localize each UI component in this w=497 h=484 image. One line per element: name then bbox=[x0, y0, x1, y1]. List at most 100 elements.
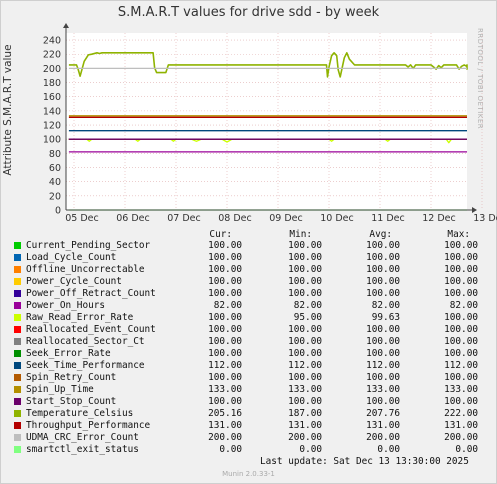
legend-avg-value: 100.00 bbox=[366, 264, 400, 275]
legend-min-value: 100.00 bbox=[288, 252, 322, 263]
y-tick-label: 180 bbox=[43, 78, 61, 89]
legend-row: Start_Stop_Count 100.00 100.00 100.00 100.00 bbox=[0, 396, 497, 408]
legend-cur-value: 100.00 bbox=[208, 396, 242, 407]
legend-swatch bbox=[14, 254, 21, 261]
legend-swatch bbox=[14, 374, 21, 381]
legend-max-value: 133.00 bbox=[444, 384, 478, 395]
legend-avg-value: 100.00 bbox=[366, 348, 400, 359]
legend-min-value: 100.00 bbox=[288, 276, 322, 287]
legend-row: Current_Pending_Sector 100.00 100.00 100.00… bbox=[0, 240, 497, 252]
legend-avg-value: 100.00 bbox=[366, 396, 400, 407]
y-axis-arrow bbox=[63, 23, 69, 28]
legend-swatch bbox=[14, 290, 21, 297]
graph-title: S.M.A.R.T values for drive sdd - by week bbox=[117, 5, 380, 20]
legend-row: Power_Cycle_Count 100.00 100.00 100.00 100.0… bbox=[0, 276, 497, 288]
legend-cur-value: 100.00 bbox=[208, 288, 242, 299]
legend-label: Seek_Error_Rate bbox=[26, 348, 111, 359]
y-tick-label: 40 bbox=[49, 177, 61, 188]
legend-avg-value: 100.00 bbox=[366, 240, 400, 251]
legend-cur-value: 200.00 bbox=[208, 432, 242, 443]
x-tick-label: 09 Dec bbox=[269, 213, 303, 224]
x-tick-label: 05 Dec bbox=[65, 213, 99, 224]
legend-label: UDMA_CRC_Error_Count bbox=[26, 432, 139, 443]
legend-row: Spin_Retry_Count 100.00 100.00 100.00 100.00 bbox=[0, 372, 497, 384]
legend-cur-value: 100.00 bbox=[208, 336, 242, 347]
legend-label: Spin_Up_Time bbox=[26, 384, 94, 395]
legend-label: Reallocated_Event_Count bbox=[26, 324, 156, 335]
x-tick-label: 13 Dec bbox=[473, 213, 497, 224]
legend-label: Offline_Uncorrectable bbox=[26, 264, 145, 275]
legend-max-value: 100.00 bbox=[444, 336, 478, 347]
legend-header-avg: Avg: bbox=[369, 229, 392, 240]
legend-avg-value: 100.00 bbox=[366, 288, 400, 299]
legend-avg-value: 200.00 bbox=[366, 432, 400, 443]
line-chart: 0 20 40 60 80 100 120 140 160 180 200 220 240 05 Dec 0… bbox=[43, 23, 497, 224]
legend-cur-value: 100.00 bbox=[208, 264, 242, 275]
y-tick-label: 80 bbox=[49, 149, 61, 160]
legend-max-value: 100.00 bbox=[444, 288, 478, 299]
x-tick-label: 11 Dec bbox=[371, 213, 405, 224]
legend-label: Throughput_Performance bbox=[26, 420, 151, 431]
legend-max-value: 112.00 bbox=[444, 360, 478, 371]
legend-max-value: 200.00 bbox=[444, 432, 478, 443]
legend-avg-value: 100.00 bbox=[366, 276, 400, 287]
legend-swatch bbox=[14, 446, 21, 453]
legend-min-value: 133.00 bbox=[288, 384, 322, 395]
legend-cur-value: 100.00 bbox=[208, 348, 242, 359]
legend-swatch bbox=[14, 362, 21, 369]
legend-max-value: 100.00 bbox=[444, 348, 478, 359]
legend-max-value: 100.00 bbox=[444, 276, 478, 287]
legend-max-value: 100.00 bbox=[444, 324, 478, 335]
legend-row: Seek_Time_Performance 112.00 112.00 112.00 1… bbox=[0, 360, 497, 372]
legend-min-value: 100.00 bbox=[288, 372, 322, 383]
legend-min-value: 100.00 bbox=[288, 264, 322, 275]
legend-header-max: Max: bbox=[447, 229, 470, 240]
legend-row: Reallocated_Sector_Ct 100.00 100.00 100.00 1… bbox=[0, 336, 497, 348]
legend-max-value: 100.00 bbox=[444, 312, 478, 323]
legend-avg-value: 100.00 bbox=[366, 336, 400, 347]
grid-lines bbox=[66, 33, 483, 210]
legend-swatch bbox=[14, 314, 21, 321]
legend-swatch bbox=[14, 302, 21, 309]
legend-row: Load_Cycle_Count 100.00 100.00 100.00 100.00 bbox=[0, 252, 497, 264]
legend-avg-value: 99.63 bbox=[371, 312, 400, 323]
legend-label: Power_Cycle_Count bbox=[26, 276, 122, 287]
legend-row: Power_Off_Retract_Count 100.00 100.00 100.0… bbox=[0, 288, 497, 300]
legend-label: Seek_Time_Performance bbox=[26, 360, 145, 371]
legend-swatch bbox=[14, 266, 21, 273]
legend-max-value: 131.00 bbox=[444, 420, 478, 431]
legend-avg-value: 0.00 bbox=[377, 444, 400, 455]
legend-row: Power_On_Hours 82.00 82.00 82.00 82.00 bbox=[0, 300, 497, 312]
legend-max-value: 100.00 bbox=[444, 264, 478, 275]
legend-avg-value: 133.00 bbox=[366, 384, 400, 395]
legend-max-value: 222.00 bbox=[444, 408, 478, 419]
legend-row: Temperature_Celsius 205.16 187.00 207.76 222… bbox=[0, 408, 497, 420]
legend-label: Spin_Retry_Count bbox=[26, 372, 117, 383]
legend-min-value: 100.00 bbox=[288, 240, 322, 251]
legend-row: Seek_Error_Rate 100.00 100.00 100.00 100.00 bbox=[0, 348, 497, 360]
legend-row: smartctl_exit_status 0.00 0.00 0.00 0.00 bbox=[0, 444, 497, 456]
legend-max-value: 100.00 bbox=[444, 372, 478, 383]
legend-max-value: 82.00 bbox=[449, 300, 478, 311]
legend-label: Power_Off_Retract_Count bbox=[26, 288, 156, 299]
legend-row: Spin_Up_Time 133.00 133.00 133.00 133.00 bbox=[0, 384, 497, 396]
legend-min-value: 100.00 bbox=[288, 348, 322, 359]
y-tick-label: 20 bbox=[49, 191, 61, 202]
legend-label: Reallocated_Sector_Ct bbox=[26, 336, 145, 347]
legend-label: Current_Pending_Sector bbox=[26, 240, 151, 251]
plot-area bbox=[66, 33, 467, 210]
legend-row: Throughput_Performance 131.00 131.00 131.00… bbox=[0, 420, 497, 432]
legend-cur-value: 82.00 bbox=[213, 300, 242, 311]
legend-swatch bbox=[14, 410, 21, 417]
legend-avg-value: 100.00 bbox=[366, 324, 400, 335]
legend-min-value: 0.00 bbox=[299, 444, 322, 455]
y-tick-label: 240 bbox=[43, 36, 61, 47]
x-tick-label: 08 Dec bbox=[218, 213, 252, 224]
x-tick-label: 07 Dec bbox=[167, 213, 201, 224]
legend-row: Raw_Read_Error_Rate 100.00 95.00 99.63 100.0… bbox=[0, 312, 497, 324]
legend-cur-value: 100.00 bbox=[208, 372, 242, 383]
legend-swatch bbox=[14, 434, 21, 441]
legend-cur-value: 100.00 bbox=[208, 276, 242, 287]
y-tick-label: 60 bbox=[49, 163, 61, 174]
x-axis-arrow bbox=[472, 207, 477, 213]
